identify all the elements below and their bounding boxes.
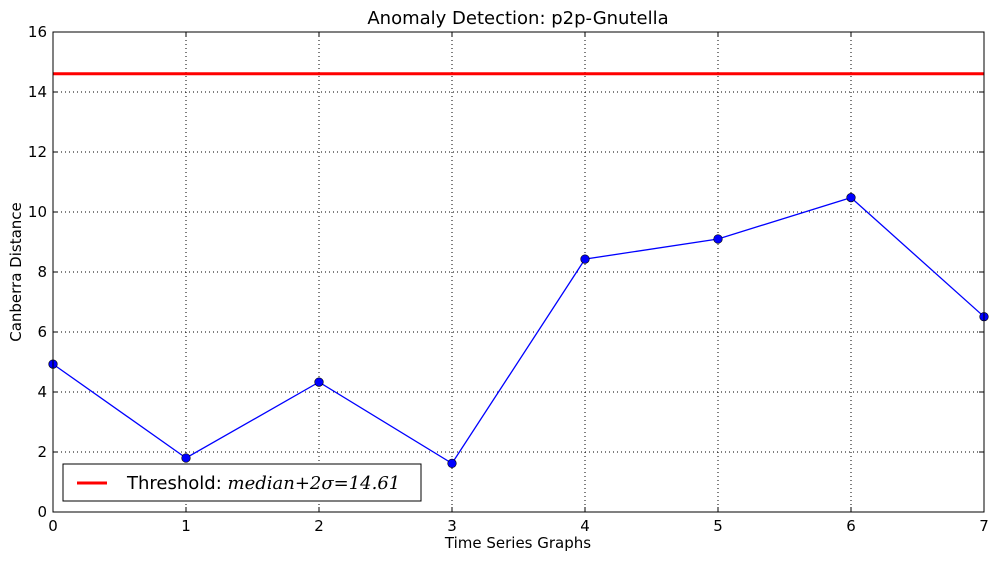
series-layer (48, 193, 989, 469)
data-point (314, 377, 324, 387)
plot-background (53, 32, 984, 512)
y-tick-label: 4 (37, 383, 47, 401)
y-tick-label: 2 (37, 443, 47, 461)
legend-threshold-label: Threshold: median+2σ=14.61 (126, 473, 400, 494)
data-point (846, 193, 856, 203)
data-point (181, 453, 191, 463)
x-axis-label: Time Series Graphs (444, 534, 591, 552)
legend-threshold-prefix: Threshold: (126, 473, 228, 494)
series-line (52, 196, 985, 465)
y-tick-label: 12 (28, 143, 47, 161)
y-axis-label: Canberra Distance (7, 202, 25, 342)
data-point (447, 458, 457, 469)
x-tick-label: 3 (447, 517, 457, 535)
x-tick-label: 2 (314, 517, 324, 535)
x-tick-label: 4 (580, 517, 590, 535)
y-tick-label: 10 (28, 203, 47, 221)
x-tick-label: 6 (846, 517, 856, 535)
y-tick-label: 8 (37, 263, 47, 281)
x-tick-label: 1 (181, 517, 191, 535)
data-point (580, 254, 590, 264)
data-point (713, 234, 723, 244)
x-tick-label: 0 (48, 517, 58, 535)
x-tick-label: 5 (713, 517, 723, 535)
x-tick-label: 7 (979, 517, 989, 535)
y-tick-label: 0 (37, 503, 47, 521)
legend-box (62, 463, 422, 502)
y-tick-label: 6 (37, 323, 47, 341)
y-tick-label: 16 (28, 23, 47, 41)
grid (53, 32, 984, 512)
legend-threshold-expression: median+2σ=14.61 (228, 473, 401, 494)
chart-title: Anomaly Detection: p2p-Gnutella (367, 8, 668, 29)
y-tick-label: 14 (28, 83, 47, 101)
legend: Threshold: median+2σ=14.61 (62, 463, 422, 502)
